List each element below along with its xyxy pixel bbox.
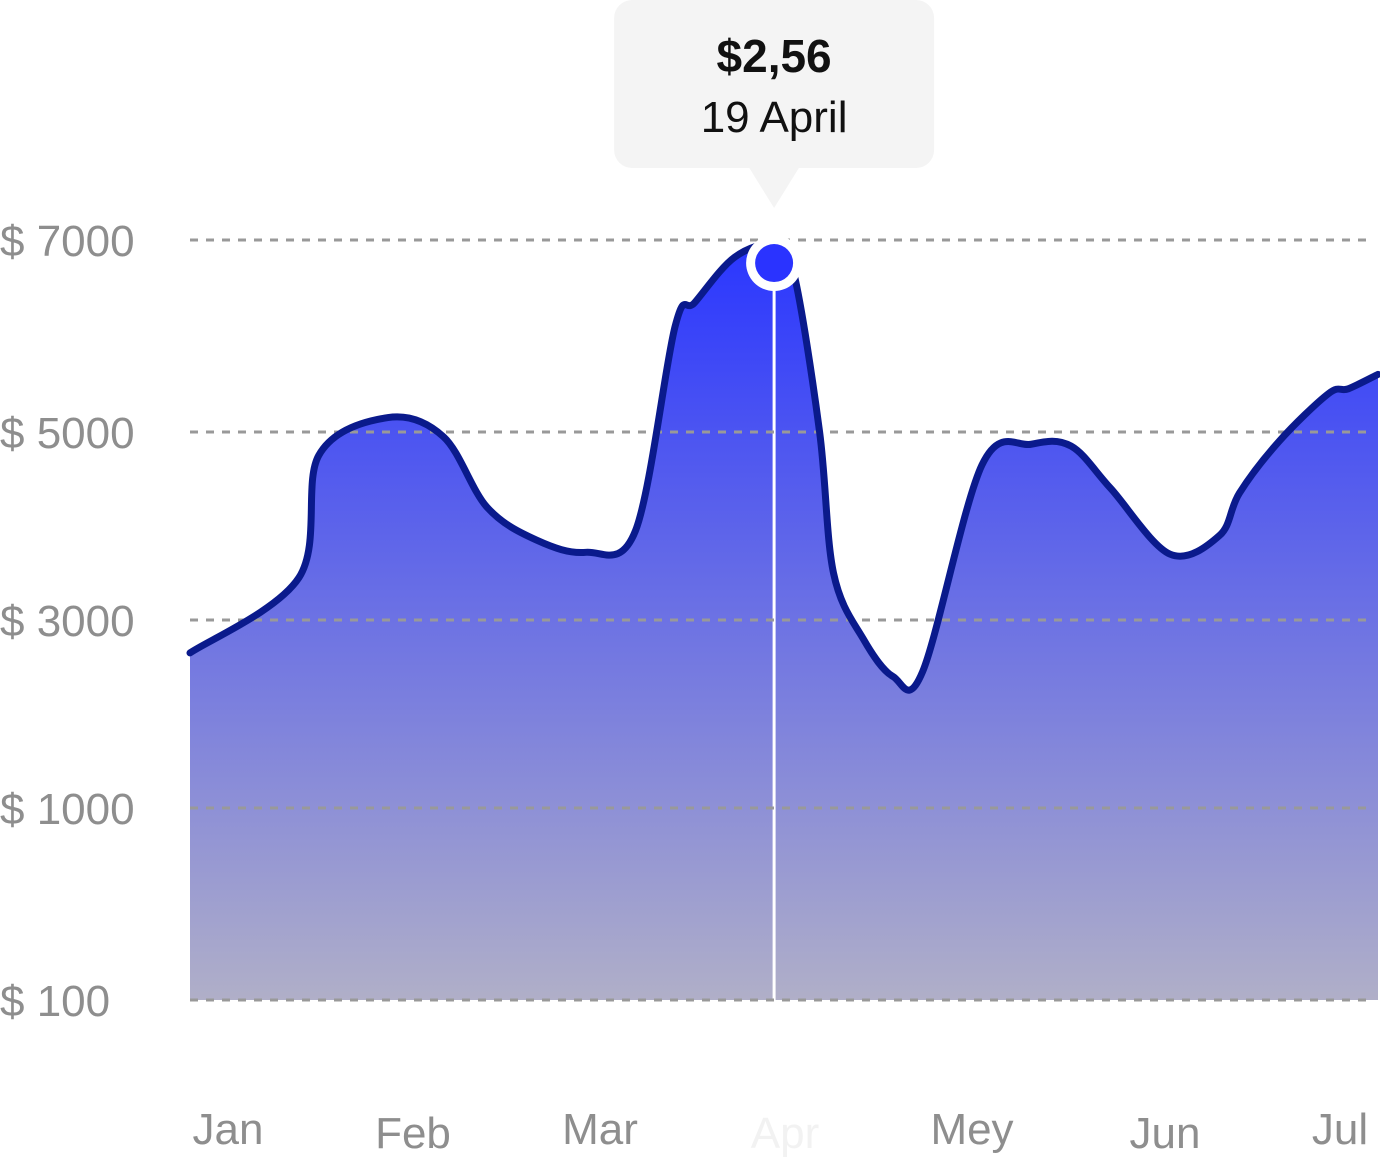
tooltip-value: $2,56: [717, 30, 832, 82]
tick-layer: $ 100 $ 1000 $ 3000 $ 5000 $ 7000 Jan Feb Mar Ap…: [0, 217, 1368, 1158]
tooltip-date: 19 April: [701, 93, 848, 142]
x-tick-label: Apr: [751, 1109, 819, 1158]
area-layer: [190, 244, 1378, 1001]
y-tick-label: $ 100: [0, 977, 110, 1026]
series-line: [186, 240, 1380, 694]
x-tick-label: Jan: [193, 1105, 264, 1154]
x-tick-label: Mar: [562, 1105, 638, 1154]
y-tick-label: $ 3000: [0, 597, 135, 646]
x-tick-label: Jul: [1312, 1105, 1368, 1154]
y-tick-label: $ 7000: [0, 217, 135, 266]
area-fill: [190, 244, 1378, 1001]
y-tick-label: $ 5000: [0, 409, 135, 458]
tooltip-box: [614, 0, 935, 168]
x-tick-label: Jun: [1130, 1109, 1201, 1158]
highlight-marker[interactable]: [755, 244, 794, 283]
line-layer: [186, 240, 1380, 694]
tooltip-layer: $2,56 19 April: [614, 0, 935, 292]
y-tick-label: $ 1000: [0, 785, 135, 834]
grid-layer: [190, 238, 1370, 1002]
x-tick-label: Feb: [375, 1109, 451, 1158]
x-tick-label: Mey: [930, 1105, 1013, 1154]
tooltip-pointer: [748, 166, 801, 208]
